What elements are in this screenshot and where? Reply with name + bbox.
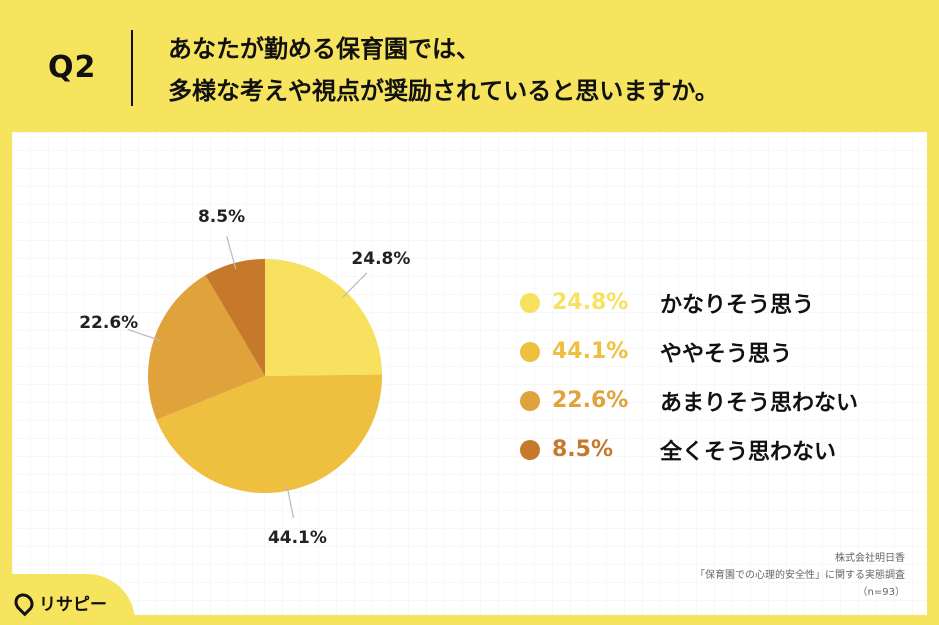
legend-label: 全くそう思わない xyxy=(660,439,837,465)
pie-slice xyxy=(148,275,265,420)
header-divider xyxy=(131,30,133,106)
legend-item: 24.8% かなりそう思う xyxy=(520,278,858,327)
legend-dot xyxy=(520,292,540,313)
leader-line xyxy=(127,328,161,341)
logo-background xyxy=(0,574,135,625)
chart-panel: 24.8% 44.1% 22.6% 8.5% 24.8% かなりそう思う 44.1% … xyxy=(12,132,927,615)
legend-dot xyxy=(520,390,540,411)
pie-slice xyxy=(205,259,265,376)
slice-value-label: 44.1% xyxy=(267,527,327,548)
legend-item: 22.6% あまりそう思わない xyxy=(520,376,858,425)
pie-chart xyxy=(127,235,382,519)
legend-item: 44.1% ややそう思う xyxy=(520,327,858,376)
question-line-2: 多様な考えや視点が奨励されていると思いますか。 xyxy=(168,77,719,105)
legend-value: 24.8% xyxy=(552,290,629,315)
slice-value-label: 22.6% xyxy=(79,313,139,334)
legend-dot xyxy=(520,341,540,362)
leader-line xyxy=(226,235,237,270)
slice-value-label: 24.8% xyxy=(351,248,411,269)
legend-label: かなりそう思う xyxy=(660,292,815,318)
legend-value: 44.1% xyxy=(552,339,629,364)
location-pin-icon xyxy=(10,589,38,616)
pie-slice xyxy=(265,259,382,376)
legend-value: 22.6% xyxy=(552,388,629,413)
legend-item: 8.5% 全くそう思わない xyxy=(520,425,858,474)
question-text: あなたが勤める保育園では、 多様な考えや視点が奨励されていると思いますか。 xyxy=(168,28,719,112)
legend-label: ややそう思う xyxy=(660,341,793,367)
question-line-1: あなたが勤める保育園では、 xyxy=(168,35,480,63)
legend-value: 8.5% xyxy=(552,437,614,462)
legend: 24.8% かなりそう思う 44.1% ややそう思う 22.6% あまりそう思わ… xyxy=(520,278,858,474)
leader-line xyxy=(342,272,368,298)
brand-logo: リサピー xyxy=(10,589,107,616)
pie-slice xyxy=(156,374,382,493)
source-survey: 「保育園での心理的安全性」に関する実態調査 xyxy=(695,570,905,581)
source-sample-size: （n=93） xyxy=(857,587,905,598)
logo-text: リサピー xyxy=(39,595,107,615)
source-note: 株式会社明日香 「保育園での心理的安全性」に関する実態調査 （n=93） xyxy=(695,550,905,601)
slice-value-label: 8.5% xyxy=(197,206,246,227)
source-company: 株式会社明日香 xyxy=(835,553,905,564)
question-number: Q2 xyxy=(48,50,97,85)
header: Q2 あなたが勤める保育園では、 多様な考えや視点が奨励されていると思いますか。 xyxy=(0,0,939,132)
legend-label: あまりそう思わない xyxy=(660,390,859,416)
legend-dot xyxy=(520,439,540,460)
leader-line xyxy=(286,484,295,519)
